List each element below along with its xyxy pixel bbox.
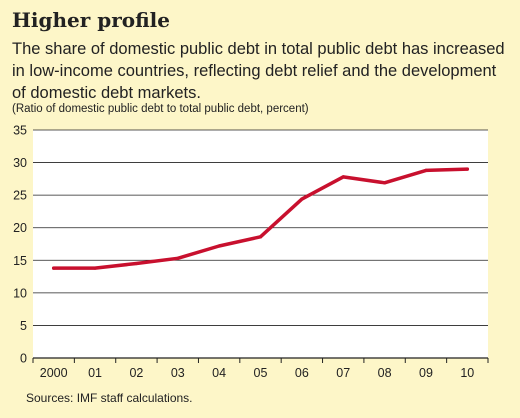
y-axis-tick-labels: 0 5 10 15 20 25 30 35 xyxy=(13,124,27,366)
x-tick-label: 10 xyxy=(460,366,474,380)
series-group xyxy=(51,167,470,270)
chart-subtitle: The share of domestic public debt in tot… xyxy=(12,40,505,102)
gridlines xyxy=(33,129,488,359)
x-tick-label: 08 xyxy=(378,366,392,380)
data-point xyxy=(341,175,345,179)
y-tick-label: 10 xyxy=(13,286,27,300)
y-tick-label: 35 xyxy=(13,124,27,138)
x-tick-label: 09 xyxy=(419,366,433,380)
x-tick-label: 01 xyxy=(88,366,102,380)
data-point xyxy=(300,197,304,201)
data-point xyxy=(465,167,469,171)
data-point xyxy=(382,181,387,185)
data-point xyxy=(134,261,139,266)
plot-area xyxy=(33,130,488,358)
x-tick-label: 07 xyxy=(336,366,350,380)
chart-title: Higher profile xyxy=(12,8,170,32)
x-tick-label: 02 xyxy=(129,366,143,380)
data-point xyxy=(258,235,263,239)
chart-units-note: (Ratio of domestic public debt to total … xyxy=(12,103,309,115)
data-point xyxy=(424,168,428,172)
x-tick-label: 2000 xyxy=(40,366,68,380)
data-point xyxy=(176,256,180,260)
x-tick-label: 05 xyxy=(254,366,268,380)
data-point xyxy=(93,266,97,270)
x-axis: 2000 01 02 03 04 05 06 07 08 09 10 xyxy=(32,358,489,380)
data-point xyxy=(52,266,56,270)
y-tick-label: 15 xyxy=(13,254,27,268)
x-tick-label: 06 xyxy=(295,366,309,380)
y-tick-label: 30 xyxy=(13,156,27,170)
y-tick-label: 25 xyxy=(13,189,27,203)
source-note: Sources: IMF staff calculations. xyxy=(26,391,193,405)
y-tick-label: 20 xyxy=(13,221,27,235)
y-tick-label: 0 xyxy=(20,352,27,366)
x-tick-label: 03 xyxy=(171,366,185,380)
y-tick-label: 5 xyxy=(20,319,27,333)
x-tick-label: 04 xyxy=(212,366,226,380)
data-point xyxy=(217,244,221,248)
